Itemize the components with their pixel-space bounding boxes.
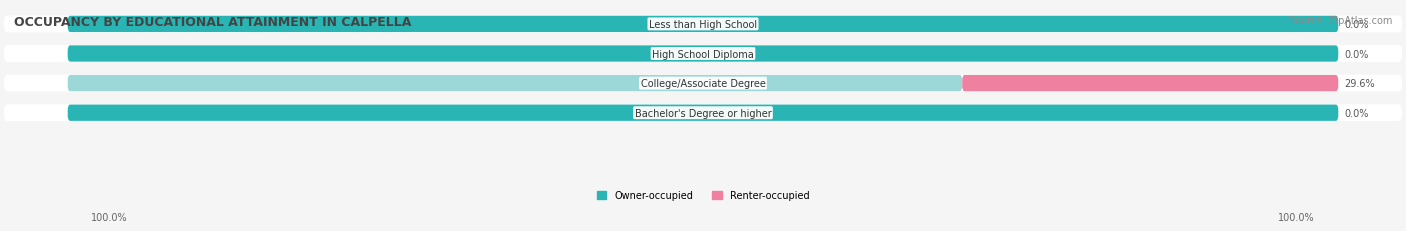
FancyBboxPatch shape	[4, 46, 1402, 63]
FancyBboxPatch shape	[4, 16, 1402, 33]
FancyBboxPatch shape	[4, 105, 1402, 122]
Text: 0.0%: 0.0%	[1344, 108, 1369, 118]
FancyBboxPatch shape	[4, 75, 1402, 92]
FancyBboxPatch shape	[67, 46, 1339, 62]
Text: 70.4%: 70.4%	[28, 79, 62, 89]
Text: 0.0%: 0.0%	[1344, 49, 1369, 59]
Text: 100.0%: 100.0%	[21, 108, 62, 118]
FancyBboxPatch shape	[67, 76, 962, 92]
Text: College/Associate Degree: College/Associate Degree	[641, 79, 765, 89]
Text: 29.6%: 29.6%	[1344, 79, 1375, 89]
Text: 0.0%: 0.0%	[1344, 20, 1369, 30]
Legend: Owner-occupied, Renter-occupied: Owner-occupied, Renter-occupied	[596, 190, 810, 200]
Text: Less than High School: Less than High School	[650, 20, 756, 30]
FancyBboxPatch shape	[67, 17, 1339, 33]
Text: OCCUPANCY BY EDUCATIONAL ATTAINMENT IN CALPELLA: OCCUPANCY BY EDUCATIONAL ATTAINMENT IN C…	[14, 16, 412, 29]
Text: 100.0%: 100.0%	[21, 20, 62, 30]
FancyBboxPatch shape	[67, 105, 1339, 121]
FancyBboxPatch shape	[962, 76, 1339, 92]
Text: 100.0%: 100.0%	[21, 49, 62, 59]
Text: Source: ZipAtlas.com: Source: ZipAtlas.com	[1288, 16, 1392, 26]
Text: Bachelor's Degree or higher: Bachelor's Degree or higher	[634, 108, 772, 118]
Text: High School Diploma: High School Diploma	[652, 49, 754, 59]
Text: 100.0%: 100.0%	[1278, 212, 1315, 222]
Text: 100.0%: 100.0%	[91, 212, 128, 222]
